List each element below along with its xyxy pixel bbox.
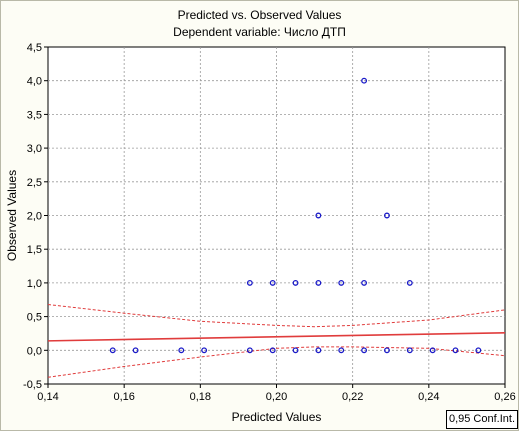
x-tick-label: 0,14	[37, 391, 58, 403]
y-tick-label: 3,5	[27, 109, 42, 121]
data-point	[406, 347, 413, 354]
data-point	[315, 347, 322, 354]
data-point	[429, 347, 436, 354]
data-point	[452, 347, 459, 354]
data-point	[132, 347, 139, 354]
regression-line	[47, 331, 506, 342]
data-point	[201, 347, 208, 354]
y-tick-label: 4,5	[27, 42, 42, 54]
data-point	[178, 347, 185, 354]
data-point	[292, 347, 299, 354]
x-tick-label: 0,24	[418, 391, 439, 403]
data-point	[383, 212, 390, 219]
data-point	[269, 279, 276, 286]
data-point	[315, 212, 322, 219]
y-tick-label: 1,0	[27, 278, 42, 290]
data-point	[361, 279, 368, 286]
y-tick-label: 2,5	[27, 177, 42, 189]
x-tick-label: 0,20	[266, 391, 287, 403]
y-tick-label: 3,0	[27, 143, 42, 155]
y-axis-label: Observed Values	[5, 170, 19, 261]
chart-title: Predicted vs. Observed Values	[177, 8, 342, 22]
lower-confidence-line	[47, 346, 506, 378]
data-point	[338, 279, 345, 286]
x-tick-label: 0,22	[342, 391, 363, 403]
y-tick-label: 0,5	[27, 312, 42, 324]
data-point	[109, 347, 116, 354]
data-point	[338, 347, 345, 354]
y-tick-label: 1,5	[27, 244, 42, 256]
data-point	[361, 347, 368, 354]
data-point	[475, 347, 482, 354]
legend-conf-int: 0,95 Conf.Int.	[446, 410, 518, 429]
chart-subtitle: Dependent variable: Число ДТП	[173, 25, 346, 39]
data-point	[292, 279, 299, 286]
data-point	[269, 347, 276, 354]
y-tick-label: 2,0	[27, 211, 42, 223]
data-point	[383, 347, 390, 354]
x-tick-label: 0,26	[494, 391, 515, 403]
x-axis-label: Predicted Values	[232, 410, 322, 424]
x-tick-label: 0,16	[113, 391, 134, 403]
y-tick-label: 4,0	[27, 76, 42, 88]
data-point	[315, 279, 322, 286]
data-point	[246, 279, 253, 286]
data-point	[406, 279, 413, 286]
data-point	[361, 77, 368, 84]
y-tick-label: -0,5	[23, 379, 42, 391]
data-point	[246, 347, 253, 354]
x-tick-label: 0,18	[190, 391, 211, 403]
y-tick-label: 0,0	[27, 345, 42, 357]
